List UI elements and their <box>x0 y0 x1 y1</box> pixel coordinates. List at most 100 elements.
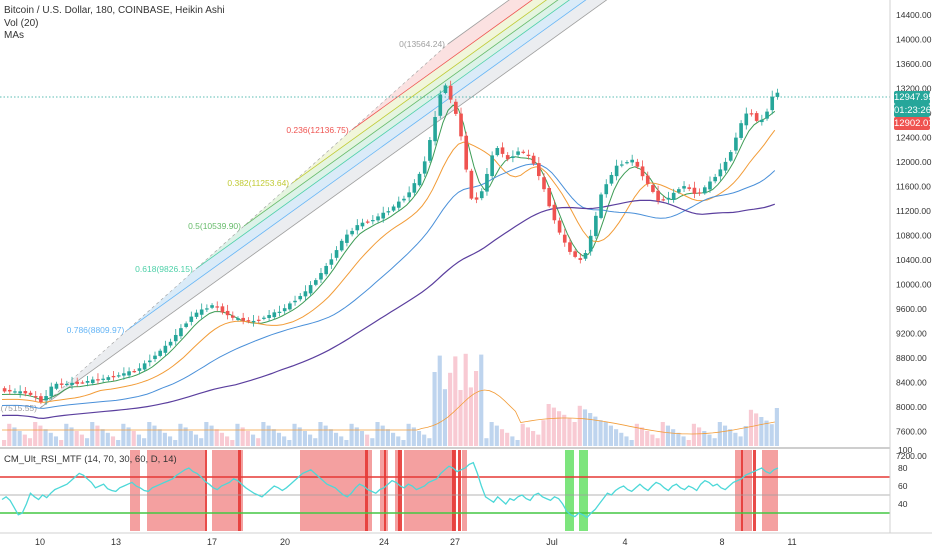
volume-bar <box>157 429 162 446</box>
candle-body <box>148 360 152 363</box>
volume-bar <box>406 423 411 446</box>
volume-bar <box>167 436 173 446</box>
candle-body <box>760 119 764 123</box>
volume-bar <box>271 429 276 446</box>
candle-body <box>728 152 733 161</box>
candle-body <box>75 381 80 384</box>
candle-body <box>718 169 723 177</box>
time-tick-label: 4 <box>622 537 627 547</box>
volume-bar <box>173 440 178 446</box>
volume-bar <box>645 431 650 446</box>
candle-body <box>552 204 557 221</box>
candle-body <box>350 230 354 235</box>
ma-indicator-label[interactable]: MAs <box>4 30 24 41</box>
volume-bar <box>681 436 686 446</box>
candle-body <box>54 383 59 389</box>
price-tick-label: 10400.00 <box>896 255 932 265</box>
candle-body <box>588 235 593 252</box>
volume-bar <box>116 440 121 446</box>
candle-body <box>33 396 38 398</box>
candle-body <box>360 222 365 227</box>
candle-body <box>713 176 717 182</box>
volume-bar <box>142 438 147 446</box>
candle-body <box>666 197 671 200</box>
candle-body <box>448 85 453 100</box>
price-tick-label: 14000.00 <box>896 35 932 45</box>
candle-body <box>184 323 188 327</box>
candle-body <box>111 375 116 378</box>
symbol-title[interactable]: Bitcoin / U.S. Dollar, 180, COINBASE, He… <box>4 5 225 16</box>
candle-body <box>542 177 546 190</box>
candle-body <box>526 154 531 157</box>
candle-body <box>557 220 562 233</box>
volume-bar <box>536 434 541 446</box>
rsi-overbought-zone <box>300 450 372 531</box>
volume-bar <box>494 425 499 446</box>
volume-bar <box>22 434 27 446</box>
price-tick-label: 8400.00 <box>896 378 927 388</box>
volume-bar <box>17 431 22 446</box>
volume-bar <box>650 434 655 446</box>
candle-body <box>13 391 17 393</box>
fib-label-2: 0.618(9826.15) <box>135 264 193 274</box>
volume-bar <box>95 425 100 446</box>
volume-bar <box>686 440 691 446</box>
candle-body <box>18 391 22 394</box>
volume-bar <box>245 431 250 446</box>
volume-bar <box>136 434 142 446</box>
volume-bar <box>728 429 733 446</box>
price-tick-label: 10800.00 <box>896 231 932 241</box>
fib-line-2 <box>195 0 570 270</box>
volume-bar <box>339 436 344 446</box>
candle-body <box>142 363 147 370</box>
volume-bar <box>671 429 676 446</box>
volume-bar <box>250 434 256 446</box>
candle-body <box>723 161 728 171</box>
volume-bar <box>162 432 167 446</box>
candle-body <box>293 300 297 303</box>
candle-body <box>116 375 121 377</box>
candle-body <box>288 303 292 310</box>
candle-body <box>230 315 235 318</box>
candle-body <box>687 187 692 189</box>
candle-body <box>137 368 142 371</box>
candles <box>0 80 890 405</box>
candle-body <box>692 187 697 194</box>
candle-body <box>329 259 334 265</box>
candle-body <box>438 94 443 116</box>
volume-bar <box>422 434 427 446</box>
rsi-overbought-zone <box>212 450 243 531</box>
volume-indicator-label[interactable]: Vol (20) <box>4 18 39 29</box>
candle-body <box>734 137 738 151</box>
candle-body <box>365 221 370 223</box>
candle-body <box>303 291 308 297</box>
volume-bar <box>266 425 271 446</box>
volume-bar <box>764 420 769 446</box>
price-tick-label: 14400.00 <box>896 10 932 20</box>
volume-bar <box>204 422 209 446</box>
candle-body <box>59 383 64 385</box>
candle-body <box>251 320 256 323</box>
candle-body <box>604 184 609 195</box>
candle-body <box>754 113 759 121</box>
volume-bar <box>318 422 323 446</box>
candle-body <box>640 166 645 177</box>
rsi-panel <box>0 447 932 531</box>
volume-bar <box>624 436 629 446</box>
volume-bar <box>479 354 484 446</box>
candle-body <box>210 305 214 308</box>
candle-body <box>505 155 510 160</box>
volume-bar <box>391 432 396 446</box>
rsi-tick-label: 40 <box>898 499 908 509</box>
candle-body <box>599 194 603 218</box>
candle-body <box>298 296 303 300</box>
rsi-indicator-label[interactable]: CM_Ult_RSI_MTF (14, 70, 30, 60, D, 14) <box>4 454 177 465</box>
rsi-line <box>1 461 779 519</box>
volume-bar <box>759 417 764 446</box>
volume-bar <box>562 414 567 446</box>
volume-bar <box>588 413 593 446</box>
rsi-oversold-zone <box>565 450 574 531</box>
time-tick-label: 17 <box>207 537 217 547</box>
fib-channel[interactable]: 1(7515.55) 0.786(8809.97) 0.618(9826.15) 0.… <box>0 0 932 413</box>
